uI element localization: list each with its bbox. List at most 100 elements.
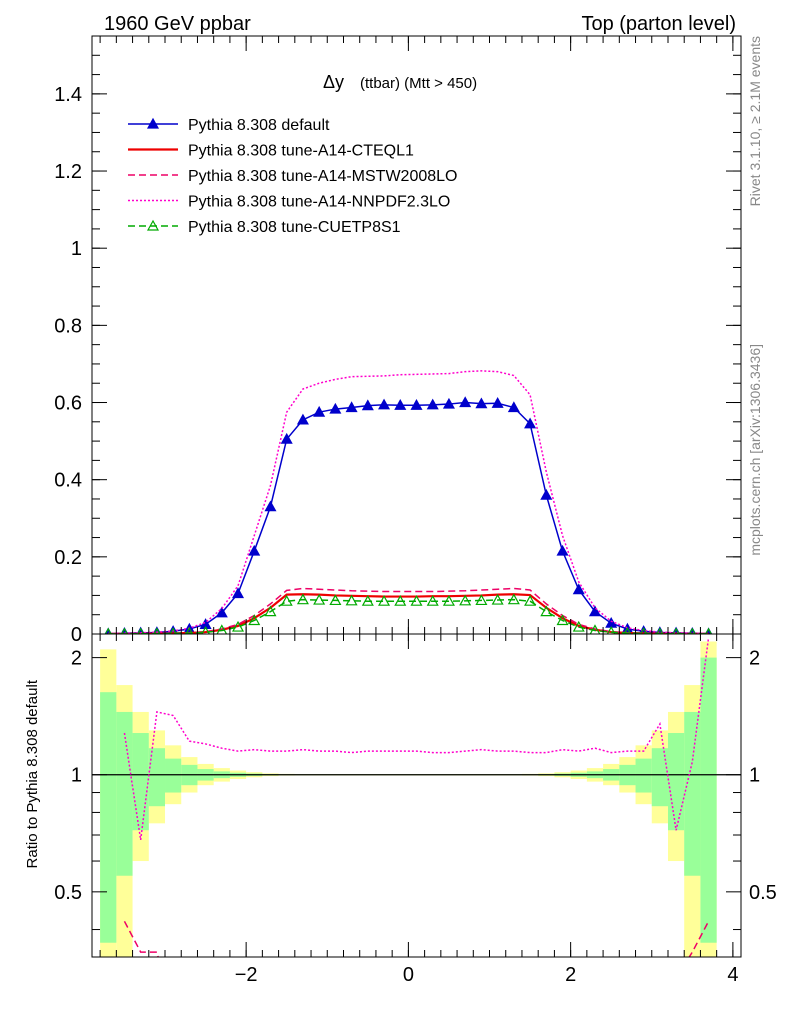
series-5-point <box>524 594 537 606</box>
ratio-ylabel: Ratio to Pythia 8.308 default <box>24 679 41 868</box>
series-1-point <box>345 401 358 413</box>
series-1-point <box>556 544 569 556</box>
series-1-point <box>361 399 374 411</box>
uncertainty-band-inner <box>100 692 117 943</box>
ratio-series-1-line <box>123 637 710 840</box>
legend-item-5: Pythia 8.308 tune-CUETP8S1 <box>128 219 401 236</box>
series-5-point <box>688 627 696 634</box>
series-5-point <box>475 594 488 606</box>
series-5-point <box>264 605 277 617</box>
main-series-layer <box>104 370 713 634</box>
series-5-point <box>361 594 374 606</box>
ratio-xtick-label: 4 <box>727 964 738 986</box>
legend-label: Pythia 8.308 tune-A14-NNPDF2.3LO <box>188 194 450 211</box>
series-1-point <box>524 417 537 429</box>
ratio-ytick-label-right: 2 <box>749 648 760 670</box>
series-1-point <box>588 605 601 617</box>
series-1-point <box>248 544 261 556</box>
series-1-point <box>296 413 309 425</box>
series-1-point <box>215 606 228 618</box>
legend-marker <box>146 117 160 129</box>
main-ytick-label: 0.4 <box>54 470 82 492</box>
uncertainty-band-inner <box>132 733 149 831</box>
legend-label: Pythia 8.308 default <box>188 117 330 134</box>
main-title-symbol: Δy <box>323 72 344 92</box>
series-4 <box>108 370 709 634</box>
series-5-point <box>442 594 455 606</box>
uncertainty-band-inner <box>635 758 652 793</box>
series-5-point <box>201 626 211 634</box>
series-5-point <box>185 626 194 634</box>
legend-item-3: Pythia 8.308 tune-A14-MSTW2008LO <box>128 168 457 185</box>
uncertainty-band-inner <box>165 758 182 793</box>
ratio-frame <box>91 633 742 958</box>
series-1-point <box>540 488 553 500</box>
uncertainty-band-inner <box>116 711 133 876</box>
series-5-point <box>394 594 407 606</box>
series-5-point <box>507 593 520 605</box>
ratio-ytick-label: 2 <box>71 648 82 670</box>
series-5-point <box>426 594 439 606</box>
header-left: 1960 GeV ppbar <box>104 13 251 35</box>
legend-marker <box>146 219 160 231</box>
series-5-point <box>705 627 713 634</box>
series-5-point <box>329 594 342 606</box>
series-5-point <box>232 620 245 632</box>
ratio-xtick-label: 0 <box>403 964 414 986</box>
series-5-point <box>248 614 261 626</box>
series-5-point <box>410 594 423 606</box>
series-5-point <box>153 627 161 634</box>
main-ytick-label: 0.8 <box>54 315 82 337</box>
series-1-point <box>426 398 439 410</box>
main-ytick-label: 1 <box>71 238 82 260</box>
ratio-ytick-label: 1 <box>71 765 82 787</box>
series-1-point <box>491 397 504 408</box>
uncertainty-band-inner <box>651 748 668 807</box>
series-1-point <box>378 398 391 410</box>
legend: Pythia 8.308 default Pythia 8.308 tune-A1… <box>128 117 457 236</box>
series-1-point <box>572 583 585 595</box>
legend-label: Pythia 8.308 tune-A14-CTEQL1 <box>188 143 414 160</box>
series-1-point <box>410 398 423 410</box>
series-5-point <box>672 627 680 634</box>
series-1-point <box>459 396 472 408</box>
main-ytick-label: 1.2 <box>54 161 82 183</box>
series-5-point <box>491 593 504 605</box>
series-5-point <box>556 614 569 626</box>
series-5-point <box>280 594 293 606</box>
series-5-point <box>169 627 177 634</box>
ratio-plot: 0.5 0.5 1 1 2 2 −2 0 2 4 <box>54 633 777 986</box>
series-5-point <box>313 593 326 605</box>
series-1-point <box>507 401 520 413</box>
series-1-point <box>329 402 342 414</box>
series-5-point <box>104 627 112 634</box>
series-1-point <box>313 405 326 417</box>
series-5-point <box>137 627 145 634</box>
uncertainty-band-inner <box>700 657 717 943</box>
series-5-point <box>459 594 472 606</box>
main-plot: 0 0.2 0.4 0.6 0.8 1 1.2 1.4 Pythia 8.308 default… <box>54 35 742 646</box>
rivet-label: Rivet 3.1.10, ≥ 2.1M events <box>747 36 763 206</box>
series-1-point <box>232 587 245 599</box>
uncertainty-band-inner <box>667 733 685 831</box>
legend-item-4: Pythia 8.308 tune-A14-NNPDF2.3LO <box>128 194 450 211</box>
uncertainty-band-inner <box>684 711 701 876</box>
series-5-point <box>540 605 553 617</box>
source-label: mcplots.cern.ch [arXiv:1306.3436] <box>747 344 763 556</box>
ratio-layer <box>92 637 741 957</box>
series-5-point <box>656 627 664 634</box>
series-5 <box>104 593 713 634</box>
series-1-point <box>475 397 488 409</box>
series-4-line <box>108 370 709 634</box>
ratio-series-2-line <box>123 920 710 957</box>
series-5-point <box>378 594 391 606</box>
series-1-point <box>264 500 277 512</box>
main-ytick-label: 0.6 <box>54 393 82 415</box>
series-5-point <box>216 624 228 634</box>
legend-item-2: Pythia 8.308 tune-A14-CTEQL1 <box>128 143 414 160</box>
legend-label: Pythia 8.308 tune-A14-MSTW2008LO <box>188 168 457 185</box>
ratio-ytick-label-right: 1 <box>749 765 760 787</box>
series-1-line <box>108 401 709 634</box>
series-5-point <box>589 624 601 634</box>
